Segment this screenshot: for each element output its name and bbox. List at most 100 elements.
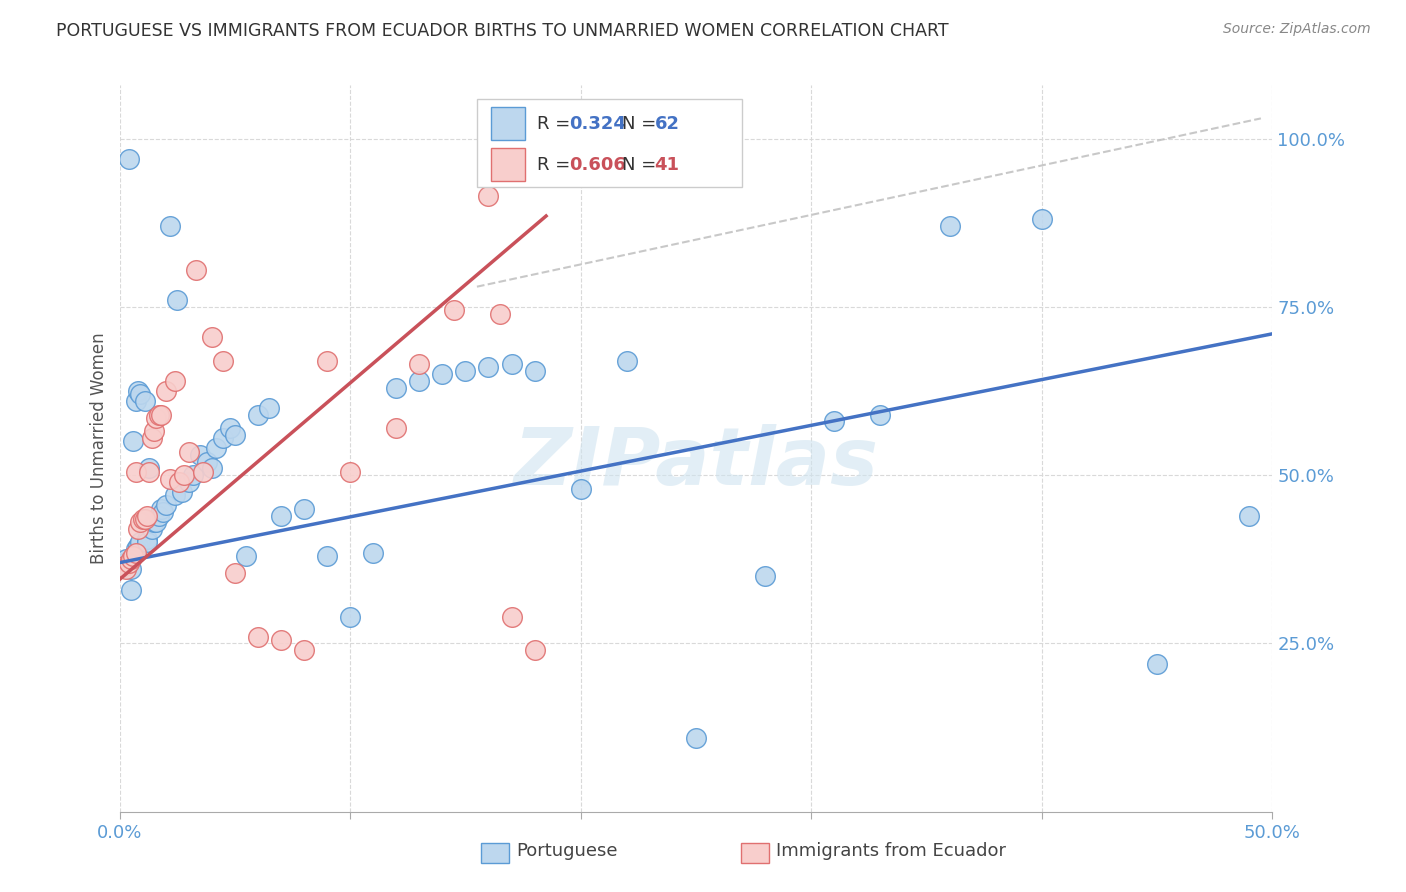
Point: [246, 408, 269, 422]
Point: [169, 475, 191, 489]
Point: [477, 189, 499, 203]
Point: [152, 505, 174, 519]
Point: [173, 468, 195, 483]
Point: [163, 374, 186, 388]
Point: [219, 421, 242, 435]
Text: N =: N =: [623, 115, 662, 133]
Point: [120, 562, 142, 576]
Point: [292, 501, 315, 516]
Point: [316, 353, 339, 368]
Text: R =: R =: [537, 115, 576, 133]
Point: [138, 465, 160, 479]
Point: [129, 535, 152, 549]
Point: [163, 488, 186, 502]
Point: [569, 482, 592, 496]
Point: [115, 552, 138, 566]
Y-axis label: Births to Unmarried Women: Births to Unmarried Women: [90, 333, 108, 564]
FancyBboxPatch shape: [491, 148, 526, 181]
Point: [408, 374, 430, 388]
Point: [1146, 657, 1168, 671]
Point: [118, 152, 141, 166]
Point: [339, 609, 361, 624]
Point: [143, 425, 166, 439]
Point: [155, 499, 177, 513]
Point: [145, 516, 167, 530]
Point: [339, 465, 361, 479]
Point: [159, 219, 181, 233]
Point: [454, 364, 477, 378]
Text: Source: ZipAtlas.com: Source: ZipAtlas.com: [1223, 22, 1371, 37]
Point: [141, 522, 163, 536]
Point: [177, 444, 200, 458]
Point: [361, 545, 384, 559]
Point: [127, 522, 149, 536]
Point: [1239, 508, 1261, 523]
Point: [122, 549, 145, 563]
Text: R =: R =: [537, 156, 576, 174]
Point: [118, 556, 141, 570]
Point: [148, 408, 170, 422]
Point: [177, 475, 200, 489]
Point: [124, 394, 146, 409]
Point: [122, 434, 145, 449]
Text: 62: 62: [654, 115, 679, 133]
Point: [115, 562, 138, 576]
Point: [292, 643, 315, 657]
Point: [246, 630, 269, 644]
Point: [136, 508, 159, 523]
Point: [408, 357, 430, 371]
Point: [212, 353, 235, 368]
Text: Portuguese: Portuguese: [516, 842, 617, 860]
Point: [131, 512, 153, 526]
Text: N =: N =: [623, 156, 662, 174]
Point: [477, 360, 499, 375]
Point: [616, 353, 638, 368]
Text: 0.324: 0.324: [569, 115, 626, 133]
Point: [869, 408, 891, 422]
Point: [134, 512, 156, 526]
Point: [131, 516, 153, 530]
Point: [124, 465, 146, 479]
Point: [316, 549, 339, 563]
Point: [120, 582, 142, 597]
Point: [201, 461, 224, 475]
Point: [205, 442, 228, 455]
Point: [145, 411, 167, 425]
Point: [501, 357, 523, 371]
FancyBboxPatch shape: [477, 99, 742, 186]
Point: [150, 501, 173, 516]
Point: [127, 539, 149, 553]
Point: [443, 303, 465, 318]
Point: [224, 427, 246, 442]
Text: PORTUGUESE VS IMMIGRANTS FROM ECUADOR BIRTHS TO UNMARRIED WOMEN CORRELATION CHAR: PORTUGUESE VS IMMIGRANTS FROM ECUADOR BI…: [56, 22, 949, 40]
Point: [259, 401, 281, 415]
Point: [489, 307, 512, 321]
FancyBboxPatch shape: [491, 107, 526, 140]
Point: [120, 552, 142, 566]
Point: [523, 643, 546, 657]
Point: [155, 384, 177, 398]
Point: [136, 532, 159, 546]
Text: 0.606: 0.606: [569, 156, 626, 174]
Point: [191, 465, 214, 479]
Point: [224, 566, 246, 580]
Point: [166, 293, 188, 307]
Point: [235, 549, 257, 563]
Point: [159, 471, 181, 485]
Text: Immigrants from Ecuador: Immigrants from Ecuador: [776, 842, 1007, 860]
Point: [124, 542, 146, 557]
Point: [184, 263, 207, 277]
Text: ZIPatlas: ZIPatlas: [513, 424, 879, 502]
Point: [170, 485, 193, 500]
Point: [270, 633, 292, 648]
Point: [270, 508, 292, 523]
Point: [823, 414, 845, 428]
Point: [129, 387, 152, 401]
Point: [181, 468, 204, 483]
Point: [124, 545, 146, 559]
Point: [501, 609, 523, 624]
Point: [523, 364, 546, 378]
Point: [685, 731, 707, 745]
Point: [148, 508, 170, 523]
Text: 41: 41: [654, 156, 679, 174]
